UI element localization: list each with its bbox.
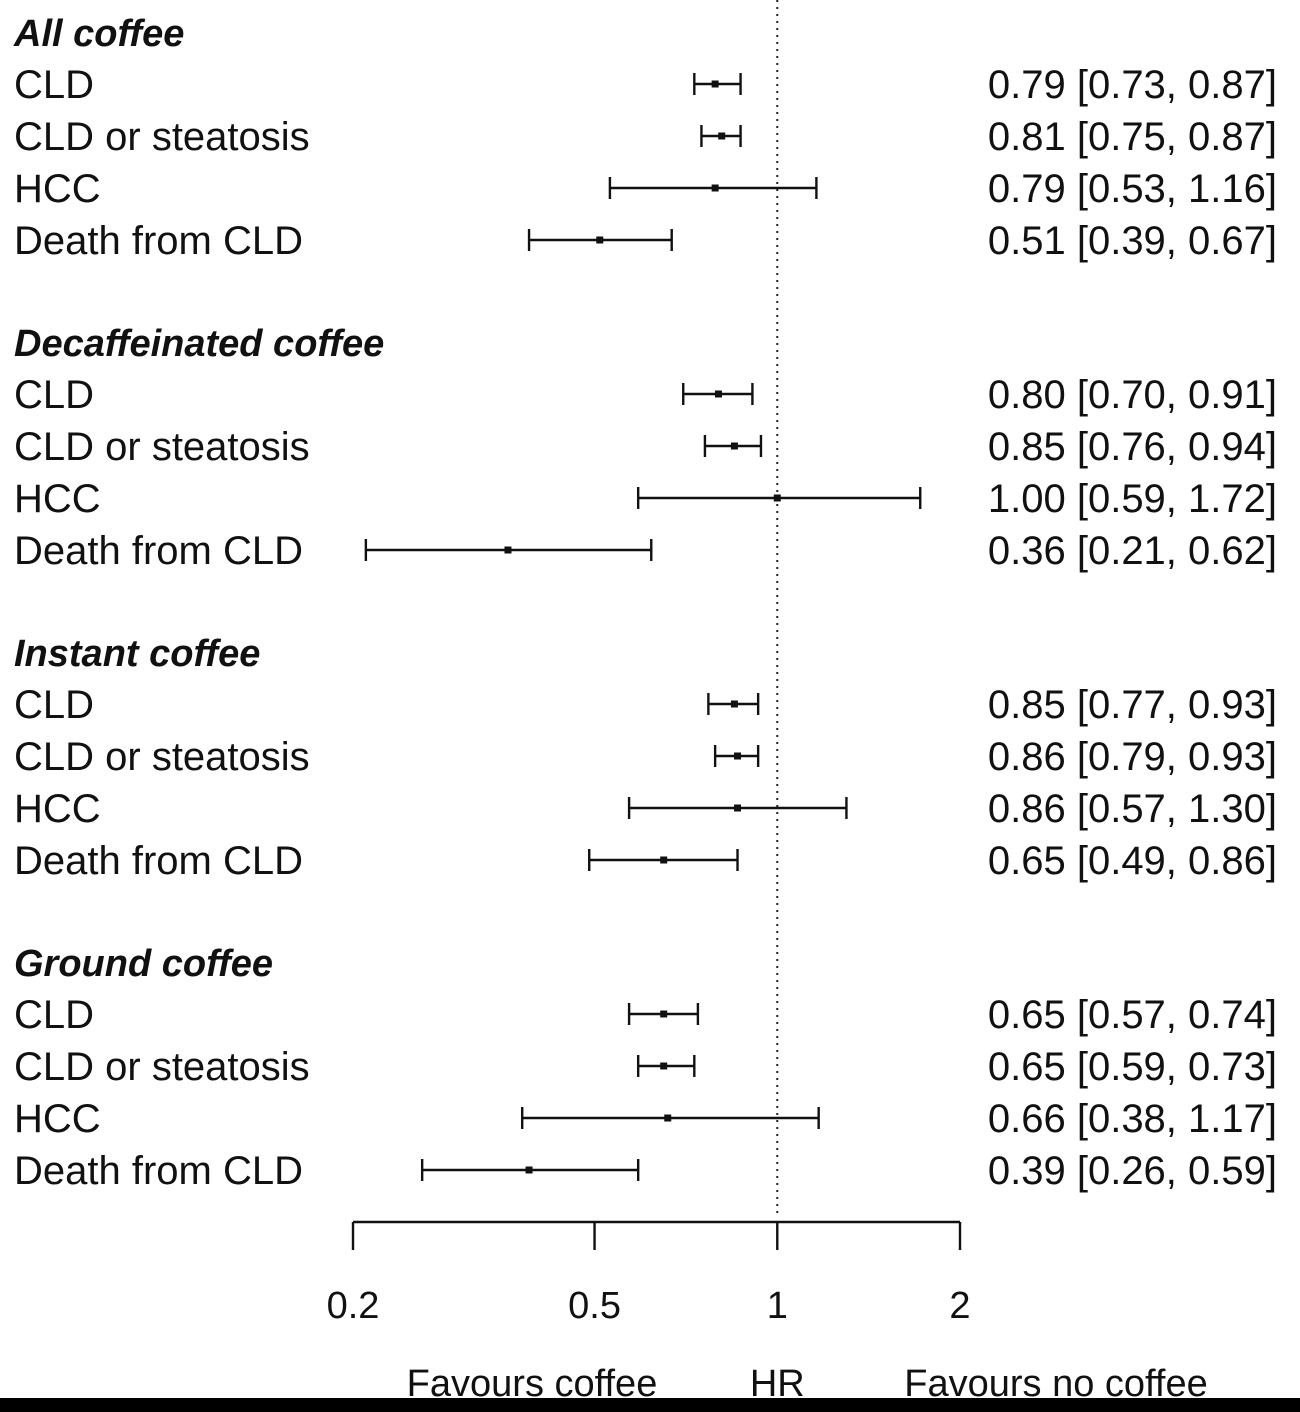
row-label: CLD or steatosis xyxy=(14,425,310,469)
row-label: Death from CLD xyxy=(14,839,303,883)
row-label: CLD xyxy=(14,373,94,417)
row-value: 1.00 [0.59, 1.72] xyxy=(988,477,1277,521)
row-label: CLD xyxy=(14,63,94,107)
group-title: Instant coffee xyxy=(14,633,260,675)
x-tick-label: 1 xyxy=(767,1285,788,1327)
row-value: 0.51 [0.39, 0.67] xyxy=(988,219,1277,263)
hr-point xyxy=(660,1062,668,1070)
row-label: HCC xyxy=(14,477,101,521)
x-tick-label: 2 xyxy=(949,1285,970,1327)
row-value: 0.39 [0.26, 0.59] xyxy=(988,1149,1277,1193)
hr-point xyxy=(660,856,668,864)
hr-point xyxy=(596,236,604,244)
row-label: HCC xyxy=(14,1097,101,1141)
row-value: 0.79 [0.53, 1.16] xyxy=(988,167,1277,211)
row-label: Death from CLD xyxy=(14,529,303,573)
row-label: CLD or steatosis xyxy=(14,735,310,779)
x-tick-label: 0.2 xyxy=(327,1285,380,1327)
row-value: 0.85 [0.76, 0.94] xyxy=(988,425,1277,469)
row-label: CLD or steatosis xyxy=(14,1045,310,1089)
row-value: 0.65 [0.59, 0.73] xyxy=(988,1045,1277,1089)
row-value: 0.79 [0.73, 0.87] xyxy=(988,63,1277,107)
hr-point xyxy=(714,390,722,398)
hr-point xyxy=(525,1166,533,1174)
row-label: HCC xyxy=(14,167,101,211)
row-value: 0.65 [0.57, 0.74] xyxy=(988,993,1277,1037)
hr-point xyxy=(711,184,719,192)
x-tick-label: 0.5 xyxy=(568,1285,621,1327)
group-title: All coffee xyxy=(13,13,184,55)
hr-point xyxy=(730,700,738,708)
bottom-border xyxy=(0,1398,1300,1412)
row-value: 0.65 [0.49, 0.86] xyxy=(988,839,1277,883)
hr-point xyxy=(711,80,719,88)
group-title: Decaffeinated coffee xyxy=(14,323,384,365)
hr-point xyxy=(734,804,742,812)
row-value: 0.85 [0.77, 0.93] xyxy=(988,683,1277,727)
row-value: 0.86 [0.79, 0.93] xyxy=(988,735,1277,779)
row-label: HCC xyxy=(14,787,101,831)
row-value: 0.66 [0.38, 1.17] xyxy=(988,1097,1277,1141)
hr-point xyxy=(730,442,738,450)
row-label: CLD xyxy=(14,993,94,1037)
hr-point xyxy=(718,132,726,140)
hr-point xyxy=(734,752,742,760)
hr-point xyxy=(773,494,781,502)
hr-point xyxy=(664,1114,672,1122)
row-value: 0.80 [0.70, 0.91] xyxy=(988,373,1277,417)
group-title: Ground coffee xyxy=(14,943,273,985)
row-label: Death from CLD xyxy=(14,1149,303,1193)
row-label: CLD or steatosis xyxy=(14,115,310,159)
row-label: CLD xyxy=(14,683,94,727)
hr-point xyxy=(504,546,512,554)
row-value: 0.86 [0.57, 1.30] xyxy=(988,787,1277,831)
hr-point xyxy=(660,1010,668,1018)
row-value: 0.36 [0.21, 0.62] xyxy=(988,529,1277,573)
row-label: Death from CLD xyxy=(14,219,303,263)
row-value: 0.81 [0.75, 0.87] xyxy=(988,115,1277,159)
